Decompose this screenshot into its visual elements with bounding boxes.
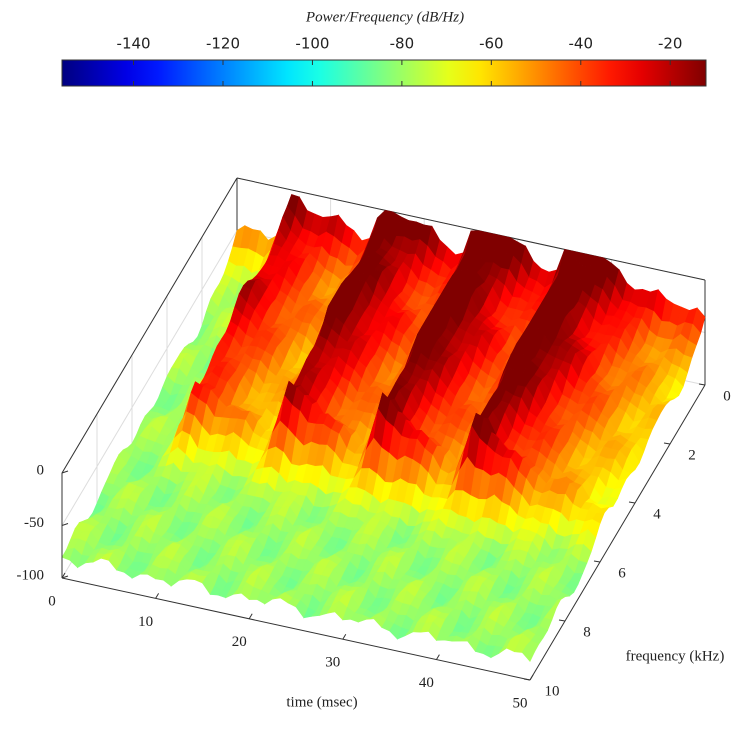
x-tick-label: 50 [513,695,528,711]
x-axis-label: time (msec) [286,694,357,710]
y-tick [523,678,531,681]
x-tick [61,572,66,579]
colorbar-tick-label: -40 [569,35,594,53]
y-tick [593,560,601,563]
y-tick-label: 6 [618,565,626,581]
y-tick-label: 4 [653,506,661,522]
x-tick [342,633,347,640]
z-tick-label: -100 [17,567,45,583]
x-tick [248,613,253,620]
x-tick-label: 10 [138,614,153,630]
z-tick [61,523,69,526]
y-tick [628,501,636,504]
colorbar-tick-label: -80 [390,35,415,53]
y-tick-label: 10 [545,683,560,699]
z-tick [61,470,69,474]
y-tick-label: 2 [688,447,696,463]
z-tick-label: -50 [24,515,44,531]
x-tick-label: 30 [325,655,340,671]
y-axis-label: frequency (kHz) [626,648,725,664]
x-tick-label: 40 [419,675,434,691]
box-edge [61,177,238,474]
y-tick [558,619,566,622]
z-tick [61,575,69,579]
box-edge [236,177,706,281]
surface-patch [521,645,535,663]
colorbar-tick-label: -120 [206,35,240,53]
x-tick [155,593,160,599]
y-axis [529,384,706,681]
colorbar-tick-label: -100 [295,35,329,53]
x-tick [529,674,534,681]
y-tick-label: 8 [583,624,591,640]
z-tick-label: 0 [37,462,45,478]
colorbar-tick-label: -140 [117,35,151,53]
y-tick-label: 0 [723,388,731,404]
x-tick-label: 0 [48,593,56,609]
colorbar-tick-label: -60 [479,35,504,53]
grid-line [61,230,238,526]
x-tick [435,654,440,660]
colorbar-label: Power/Frequency (dB/Hz) [305,9,464,25]
colorbar-tick-label: -20 [658,35,683,53]
x-axis [61,577,531,681]
surface [61,194,706,663]
x-tick-label: 20 [232,634,247,650]
y-tick [698,383,706,386]
axes-front: 0 10 20 30 40 50 0 2 4 6 8 10 -100 -50 0 [17,383,731,711]
colorbar [61,59,707,87]
y-tick [663,442,671,445]
